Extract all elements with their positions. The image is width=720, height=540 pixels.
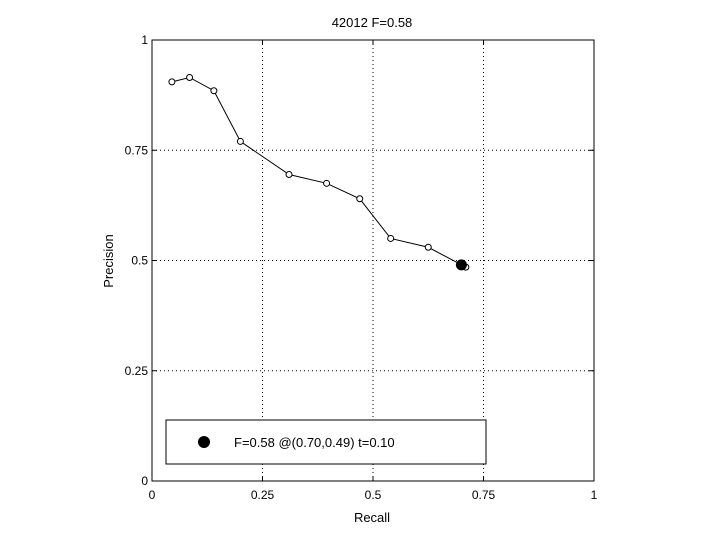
y-tick-label: 0.75: [125, 143, 149, 157]
data-point: [186, 73, 194, 81]
x-tick-label: 0: [149, 488, 156, 502]
y-tick-label: 1: [141, 33, 148, 47]
legend-marker: [198, 436, 210, 448]
data-point: [424, 243, 432, 251]
y-tick-label: 0.5: [131, 254, 148, 268]
x-tick-label: 0.5: [365, 488, 382, 502]
x-tick-label: 0.25: [251, 488, 275, 502]
x-tick-label: 1: [591, 488, 598, 502]
plot-lines: [168, 73, 470, 271]
x-tick-label: 0.75: [472, 488, 496, 502]
data-point: [387, 234, 395, 242]
series-line: [171, 76, 467, 268]
legend-box: [165, 419, 487, 465]
y-tick-label: 0: [141, 474, 148, 488]
best-f-point: [455, 259, 467, 271]
legend-label: F=0.58 @(0.70,0.49) t=0.10: [234, 435, 395, 450]
chart-title: 42012 F=0.58: [332, 15, 413, 30]
data-point: [323, 179, 331, 187]
y-tick-label: 0.25: [125, 364, 149, 378]
data-point: [236, 137, 244, 145]
data-point: [285, 171, 293, 179]
data-point: [210, 87, 218, 95]
plot-frame: [151, 39, 595, 482]
y-axis-label: Precision: [101, 234, 116, 287]
data-point: [168, 78, 176, 86]
x-axis-label: Recall: [354, 510, 390, 525]
legend: F=0.58 @(0.70,0.49) t=0.10: [165, 419, 487, 465]
grid: [152, 40, 594, 481]
data-point: [356, 195, 364, 203]
